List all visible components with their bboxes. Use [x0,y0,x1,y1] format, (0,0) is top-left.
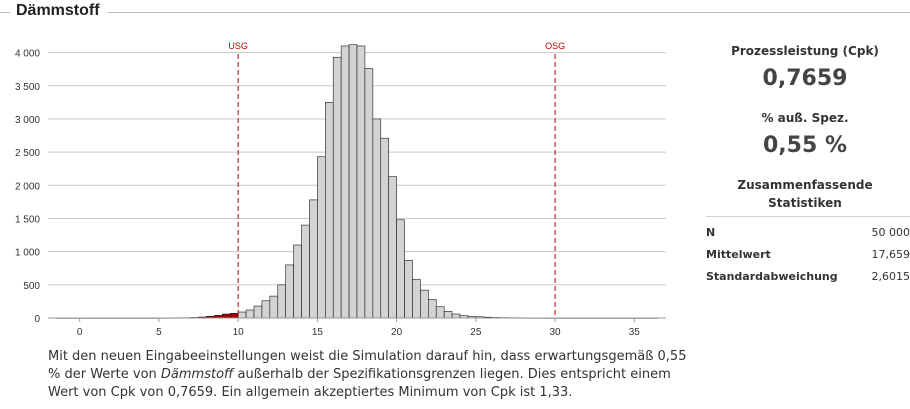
x-tick-label: 10 [233,327,245,338]
y-tick-label: 3 500 [15,82,40,93]
stat-row-value: 50 000 [871,225,910,239]
histogram-bar [428,299,437,319]
histogram-bar [237,311,247,319]
stat-row-value: 2,6015 [871,269,910,283]
outside-spec-value: 0,55 % [763,133,847,158]
histogram-bar [443,311,453,319]
stat-row-label: N [706,225,716,239]
histogram-bar [435,306,445,319]
histogram-bar [404,259,413,319]
histogram-bar [412,279,421,319]
summary-title-line2: Statistiken [768,196,842,210]
description-part1: Mit den neuen Eingabeeinstellungen weist… [48,349,687,382]
outside-spec-label: % auß. Spez. [761,111,849,125]
stat-row-stddev: Standardabweichung 2,6015 [700,265,910,287]
histogram-bar [253,305,263,319]
description-text: Mit den neuen Eingabeeinstellungen weist… [48,348,688,402]
summary-rule [706,216,910,217]
spec-limit-label: OSG [545,41,565,51]
y-tick-label: 2 000 [15,181,40,192]
title-rule [0,12,910,13]
histogram-bar [301,224,310,319]
histogram-bar [293,244,302,319]
histogram-bar [388,176,397,319]
histogram-bar [285,264,294,319]
y-tick-label: 500 [23,281,40,292]
y-tick-label: 1 000 [15,248,40,259]
x-tick-label: 5 [156,327,162,338]
stat-row-label: Mittelwert [706,247,771,261]
x-tick-label: 25 [470,327,482,338]
x-tick-label: 20 [391,327,403,338]
histogram-bar [261,300,271,319]
histogram-bar [380,137,389,319]
x-tick-label: 30 [550,327,562,338]
histogram-bar [340,45,350,319]
description-part2: außerhalb der Spezifikationsgrenzen lieg… [48,367,671,400]
histogram-bar [245,309,255,319]
page-title: Dämmstoff [10,2,108,20]
y-tick-label: 3 000 [15,115,40,126]
histogram-chart: 0 500 1 000 1 500 2 000 2 500 3 000 3 500 4 000 0… [15,41,666,338]
histogram-bar [222,313,231,319]
cpk-label: Prozessleistung (Cpk) [731,44,879,58]
histogram-bar [348,44,358,319]
histogram-bar [356,45,366,319]
histogram-bar [332,56,342,319]
histogram-bar [325,102,334,319]
description-italic: Dämmstoff [160,367,234,382]
histogram-bar [396,219,405,319]
stat-row-n: N 50 000 [700,221,910,243]
histogram-bar [451,313,461,319]
y-tick-label: 2 500 [15,148,40,159]
stat-row-label: Standardabweichung [706,269,838,283]
y-tick-label: 4 000 [15,49,40,60]
x-tick-label: 0 [77,327,83,338]
histogram-bar [229,313,239,319]
cpk-value: 0,7659 [762,66,848,91]
histogram-bar [269,295,279,319]
histogram-bar [364,68,374,319]
y-tick-label: 0 [34,314,40,325]
summary-title: Zusammenfassende Statistiken [700,176,910,212]
y-tick-label: 1 500 [15,214,40,225]
stat-row-value: 17,659 [871,247,910,261]
histogram-bar [309,199,318,319]
x-tick-label: 15 [312,327,324,338]
histogram-bar [372,118,382,319]
spec-limit-label: USG [228,41,248,51]
x-tick-label: 35 [629,327,641,338]
summary-title-line1: Zusammenfassende [737,178,873,192]
histogram-bar [420,289,429,319]
stat-row-mean: Mittelwert 17,659 [700,243,910,265]
histogram-bar [317,156,326,319]
histogram-bar [277,284,286,319]
stats-panel: Prozessleistung (Cpk) 0,7659 % auß. Spez… [700,44,910,287]
